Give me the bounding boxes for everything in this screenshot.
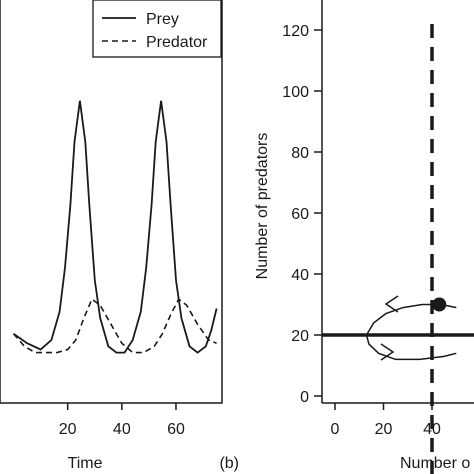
panel-a-x-tick-label: 60 [167,421,185,438]
legend-box [92,0,222,58]
panel-a-frame [0,0,223,404]
panel-b-y-tick-label: 120 [282,23,309,40]
legend-predator-label: Predator [146,34,208,51]
panel-b-y-tick-label: 60 [291,206,309,223]
panel-b-x-tick-label: 40 [423,421,441,438]
legend-prey-label: Prey [146,11,179,28]
panel-b: (b) 0 20 40 60 80 100 120 0 20 40 Number of preda… [219,0,474,474]
panel-b-y-tick-label: 20 [291,328,309,345]
panel-b-label: (b) [219,455,239,472]
panel-b-x-tick-label: 0 [331,421,340,438]
panel-b-y-tick-label: 40 [291,267,309,284]
equilibrium-point [432,297,447,312]
panel-b-x-tick-label: 20 [375,421,393,438]
panel-a-x-tick-label: 20 [59,421,77,438]
panel-b-ylabel: Number of predators [254,133,271,280]
orbit-arrow-top [384,295,399,313]
panel-a-x-tick-label: 40 [113,421,131,438]
panel-a: 20 40 60 Time Prey Predator [0,0,223,472]
panel-b-y-tick-label: 0 [300,389,309,406]
predator-curve [12,297,217,354]
panel-b-xlabel: Number o [400,455,470,472]
panel-b-y-tick-label: 100 [282,84,309,101]
panel-a-xlabel: Time [68,455,103,472]
panel-b-y-tick-label: 80 [291,145,309,162]
prey-curve [12,100,218,354]
legend: Prey Predator [92,0,222,58]
trajectory-orbit [365,303,457,361]
orbit-arrow-bottom [380,343,395,361]
